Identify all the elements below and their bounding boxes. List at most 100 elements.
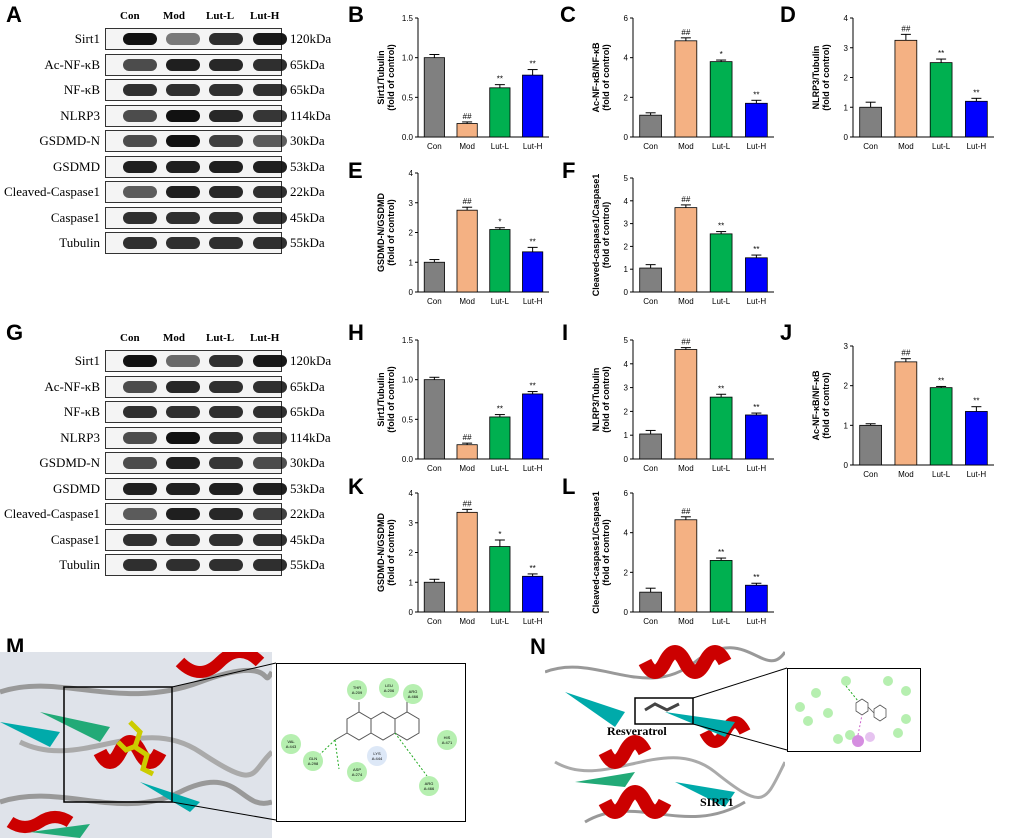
blot-band xyxy=(123,380,157,393)
bar xyxy=(522,393,544,460)
blot-band xyxy=(253,457,287,469)
blot-band xyxy=(253,380,287,393)
x-category-label: Lut-H xyxy=(747,464,767,473)
x-category-label: Lut-H xyxy=(747,142,767,151)
bar xyxy=(489,546,511,613)
bar-chart-svg: 0 1 2 3 4 GSDMD-N/GSDMD(fold of control) Con ##… xyxy=(376,169,549,306)
residue-label: HIS A:471 xyxy=(442,735,453,745)
blot-kda-label: 65kDa xyxy=(290,378,325,394)
blot-band xyxy=(166,533,200,546)
blot-band xyxy=(166,237,200,249)
x-category-label: Lut-L xyxy=(932,470,951,479)
significance-mark: ** xyxy=(973,88,979,97)
blot-band xyxy=(166,109,200,122)
significance-mark: ** xyxy=(718,548,724,557)
significance-mark: * xyxy=(498,530,501,539)
y-tick-label: 1.5 xyxy=(402,336,414,345)
significance-mark: ## xyxy=(681,338,690,347)
bar-chart-svg: 0 1 2 3 4 5 Cleaved-caspase1/Caspase1(fold of … xyxy=(591,174,774,306)
western-blot-bottom: Con Mod Lut-L Lut-H Sirt1 120kDa Ac-NF-κB 65kDa… xyxy=(0,322,340,582)
bar xyxy=(489,229,511,293)
blot-band xyxy=(123,33,157,45)
x-category-label: Lut-L xyxy=(491,464,510,473)
residue-bubble xyxy=(437,730,457,750)
y-axis-label: Sirt1/Tubulin(fold of control) xyxy=(376,44,396,110)
bar xyxy=(929,62,953,138)
blot-band xyxy=(123,559,157,571)
bar-chart-svg: 0 2 4 6 Cleaved-caspase1/Caspase1(fold of co… xyxy=(591,489,774,626)
bar xyxy=(522,251,544,293)
blot-strip xyxy=(105,28,287,50)
y-tick-label: 3 xyxy=(844,44,849,53)
significance-mark: ** xyxy=(497,405,503,414)
blot-band xyxy=(123,135,157,147)
chart-d-nlrp3-tubulin: 0 1 2 3 4 NLRP3/Tubulin(fold of control) Con ##… xyxy=(805,10,1000,155)
blot-band xyxy=(166,211,200,224)
chart-c-ac-nfkb-nfkb: 0 2 4 6 Ac-NF-κB/NF-κB(fold of control) Con ##… xyxy=(585,10,780,155)
y-tick-label: 2 xyxy=(409,229,414,238)
bar xyxy=(489,416,511,460)
blot-kda-label: 65kDa xyxy=(290,56,325,72)
y-tick-label: 0 xyxy=(624,455,629,464)
bar xyxy=(745,257,768,293)
y-tick-label: 5 xyxy=(624,336,629,345)
bar xyxy=(423,581,445,613)
blot-band xyxy=(209,533,243,546)
blot-band xyxy=(166,84,200,96)
blot-group-header: Lut-H xyxy=(250,332,280,344)
panel-label-i: I xyxy=(562,320,569,345)
bar xyxy=(709,233,733,293)
blot-band xyxy=(253,84,287,96)
blot-strip xyxy=(105,452,287,474)
x-category-label: Mod xyxy=(678,297,694,306)
blot-band xyxy=(123,186,157,198)
y-tick-label: 2 xyxy=(844,382,849,391)
significance-mark: * xyxy=(720,50,723,59)
x-category-label: Mod xyxy=(459,297,475,306)
significance-mark: ** xyxy=(753,403,759,412)
blot-strip xyxy=(105,232,287,254)
y-axis-label: GSDMD-N/GSDMD(fold of control) xyxy=(376,193,396,272)
blot-strip xyxy=(105,375,287,398)
blot-group-header: Lut-H xyxy=(250,10,280,22)
blot-group-header: Con xyxy=(120,10,140,22)
x-category-label: Lut-H xyxy=(967,142,987,151)
y-tick-label: 3 xyxy=(844,342,849,351)
docking-n-2d-interaction xyxy=(787,668,921,752)
docking-n-3d-view xyxy=(545,642,785,838)
blot-kda-label: 65kDa xyxy=(290,404,325,419)
bar xyxy=(456,511,478,613)
panel-label-b: B xyxy=(348,2,364,27)
blot-row-label: GSDMD-N xyxy=(39,455,100,470)
bar-chart-svg: 0 1 2 3 Ac-NF-κB/NF-κB(fold of control) Con ##… xyxy=(811,342,994,479)
bar xyxy=(745,102,768,138)
x-category-label: Lut-L xyxy=(712,297,731,306)
bar xyxy=(639,267,662,293)
blot-band xyxy=(209,559,243,571)
blot-group-header: Mod xyxy=(163,10,185,22)
blot-band xyxy=(253,508,287,520)
residue-label: GLN A:298 xyxy=(308,756,319,766)
blot-strip xyxy=(105,130,287,152)
y-tick-label: 4 xyxy=(624,54,629,63)
bar xyxy=(639,114,662,138)
significance-mark: ** xyxy=(718,384,724,393)
bar xyxy=(456,209,478,293)
y-tick-label: 2 xyxy=(624,568,629,577)
y-axis-label: NLRP3/Tubulin(fold of control) xyxy=(811,44,831,110)
blot-band xyxy=(209,135,243,147)
blot-band xyxy=(123,211,157,224)
significance-mark: ## xyxy=(463,433,472,442)
panel-label-j: J xyxy=(780,320,793,345)
blot-band xyxy=(166,355,200,367)
blot-band xyxy=(253,58,287,71)
significance-mark: ## xyxy=(463,499,472,508)
bar xyxy=(709,560,733,613)
x-category-label: Mod xyxy=(678,617,694,626)
blot-band xyxy=(166,380,200,393)
significance-mark: ** xyxy=(938,49,944,58)
blot-band xyxy=(253,559,287,571)
residue-label: VAL A:443 xyxy=(286,739,297,749)
panel-label-l: L xyxy=(562,474,576,499)
y-axis-label: NLRP3/Tubulin(fold of control) xyxy=(591,366,611,432)
